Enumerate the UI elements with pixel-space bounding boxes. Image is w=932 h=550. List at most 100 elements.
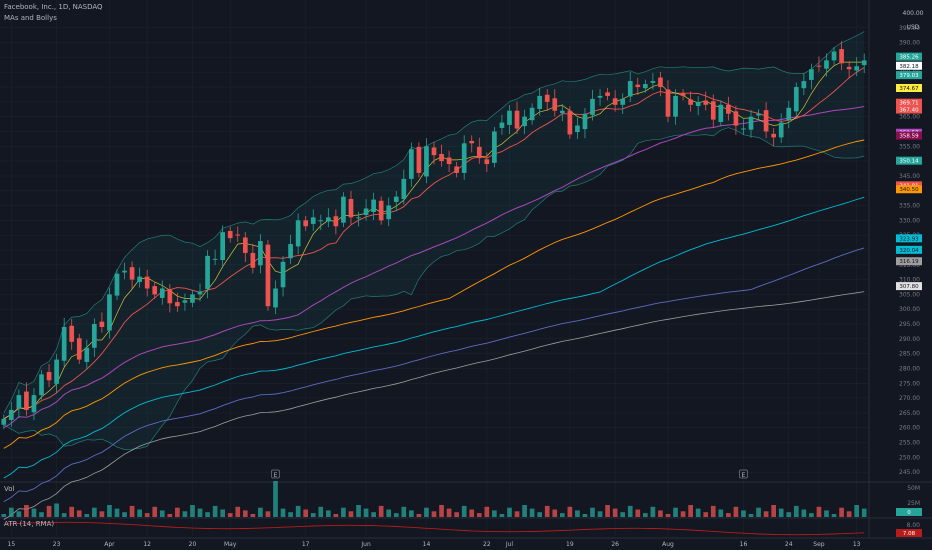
volume-bar <box>107 505 112 517</box>
price-marker <box>896 234 922 243</box>
candle-body <box>861 60 867 66</box>
ma-line-100 <box>3 196 865 479</box>
candle-body <box>205 255 210 290</box>
volume-bar <box>205 512 210 517</box>
currency-code: USD <box>906 23 920 31</box>
candle-body <box>92 324 97 348</box>
y-tick-label: 290.00 <box>899 336 920 343</box>
candle-body <box>197 291 203 295</box>
volume-bar <box>597 511 603 517</box>
volume-bar <box>507 507 512 517</box>
volume-bar <box>190 505 195 517</box>
volume-bar <box>84 514 90 517</box>
volume-bar <box>265 511 271 517</box>
y-tick-label: 270.00 <box>899 395 920 402</box>
volume-bar <box>461 505 467 517</box>
candle-body <box>778 122 784 138</box>
volume-bar <box>861 508 867 517</box>
candle-body <box>446 157 452 165</box>
volume-bar <box>24 505 29 517</box>
candle-body <box>295 220 301 247</box>
candle-body <box>310 217 316 224</box>
candle-body <box>612 98 618 105</box>
y-tick-label: 295.00 <box>899 321 920 328</box>
volume-bar <box>378 505 384 517</box>
candle-body <box>635 84 641 88</box>
volume-bar <box>575 510 580 517</box>
volume-bar <box>522 505 527 517</box>
ma-line-150 <box>3 247 865 503</box>
volume-bar <box>726 513 731 517</box>
candle-body <box>99 321 105 327</box>
currency-top-value: 400.00 <box>902 9 924 17</box>
candle-body <box>250 252 256 268</box>
x-tick-label: 12 <box>143 541 151 548</box>
earnings-label: E <box>742 472 746 479</box>
candle-body <box>801 81 807 89</box>
volume-bar <box>431 511 437 517</box>
volume-bar <box>114 508 120 517</box>
atr-axis-label: 8.00 <box>907 522 921 529</box>
candle-body <box>688 99 693 105</box>
candle-body <box>333 216 339 227</box>
candle-body <box>786 107 792 121</box>
candle-body <box>363 208 369 216</box>
candle-body <box>114 273 120 296</box>
earnings-label: E <box>274 472 278 479</box>
price-marker-label: 367.40 <box>899 108 919 114</box>
candle-body <box>69 325 75 342</box>
volume-bar <box>129 505 135 517</box>
candle-body <box>220 232 226 261</box>
candle-body <box>544 94 550 102</box>
price-marker <box>896 71 922 80</box>
candle-body <box>401 178 407 200</box>
candle-body <box>122 270 127 273</box>
candle-body <box>273 288 278 308</box>
volume-bar <box>386 509 392 517</box>
candle-body <box>522 116 527 127</box>
price-marker <box>896 156 922 165</box>
x-tick-label: Aug <box>662 541 674 548</box>
candle-body <box>190 294 195 303</box>
x-tick-label: 20 <box>189 541 197 548</box>
y-tick-label: 275.00 <box>899 380 920 387</box>
price-marker <box>896 282 922 291</box>
y-tick-label: 310.00 <box>899 277 920 284</box>
price-marker-label: 320.04 <box>899 248 919 254</box>
x-tick-label: Jul <box>505 541 514 548</box>
volume-bar <box>1 514 7 517</box>
volume-axis-label: 50M <box>907 485 920 492</box>
candle-body <box>658 77 663 88</box>
candle-body <box>227 231 233 239</box>
candle-body <box>212 258 218 260</box>
y-tick-label: 330.00 <box>899 217 920 224</box>
earnings-marker <box>271 469 280 479</box>
volume-bar <box>54 503 59 517</box>
volume-bar <box>76 510 82 517</box>
candle-body <box>575 125 580 133</box>
candle-body <box>137 276 142 282</box>
volume-bar <box>31 508 37 517</box>
volume-bar <box>39 512 44 517</box>
candle-body <box>424 146 429 177</box>
volume-bar <box>854 505 860 517</box>
price-marker <box>896 61 922 70</box>
candle-body <box>144 276 150 289</box>
y-tick-label: 280.00 <box>899 365 920 372</box>
volume-bar <box>665 514 671 517</box>
price-marker <box>896 185 922 194</box>
volume-bar <box>197 508 203 517</box>
candle-body <box>756 113 761 116</box>
volume-bar <box>733 506 739 517</box>
candle-body <box>824 60 829 69</box>
candle-body <box>492 131 497 163</box>
y-tick-label: 345.00 <box>899 173 920 180</box>
candle-body <box>182 300 188 303</box>
atr-legend: ATR (14, RMA) <box>4 520 55 528</box>
candle-body <box>318 220 324 222</box>
price-marker <box>896 105 922 114</box>
volume-bar <box>476 513 482 517</box>
bollinger-lower <box>3 127 865 450</box>
y-tick-label: 300.00 <box>899 306 920 313</box>
volume-bar <box>741 510 746 517</box>
